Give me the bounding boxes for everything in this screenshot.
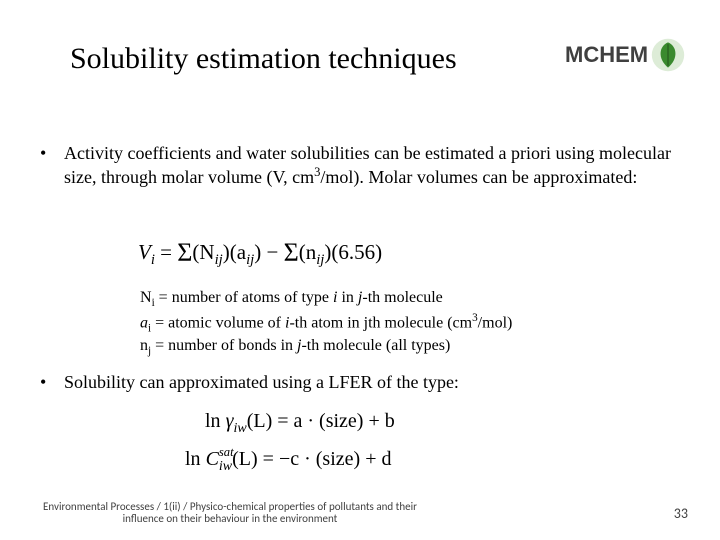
d2d: -th atom in jth molecule (cm bbox=[289, 314, 472, 331]
d1b: = number of atoms of type bbox=[155, 289, 333, 306]
d2e: /mol) bbox=[478, 314, 513, 331]
eq2-a: ln bbox=[205, 410, 226, 432]
eq1-p2a: (n bbox=[299, 240, 317, 264]
eq1-sigma2: Σ bbox=[284, 238, 299, 267]
eq1-p1c: ) − bbox=[254, 240, 283, 264]
d1f: -th molecule bbox=[362, 289, 442, 306]
bullet-2: • Solubility can approximated using a LF… bbox=[40, 372, 680, 393]
def-2: ai = atomic volume of i-th atom in jth m… bbox=[140, 311, 512, 336]
leaf-icon bbox=[650, 37, 686, 73]
bullet-2-text: Solubility can approximated using a LFER… bbox=[64, 372, 459, 393]
d3b: = number of bonds in bbox=[151, 337, 297, 354]
bullet-1-text-post: /mol). Molar volumes can be approximated… bbox=[320, 167, 637, 187]
eq3-a: ln bbox=[185, 448, 206, 470]
equation-2: ln γiw(L) = a · (size) + b bbox=[205, 410, 395, 437]
d2b: = atomic volume of bbox=[151, 314, 285, 331]
eq1-sigma1: Σ bbox=[177, 238, 192, 267]
bullet-1: • Activity coefficients and water solubi… bbox=[40, 142, 680, 188]
eq3-c: (L) = −c · (size) + d bbox=[232, 448, 391, 470]
eq2-bsub: iw bbox=[233, 421, 246, 436]
page-title: Solubility estimation techniques bbox=[70, 42, 457, 76]
d2a: a bbox=[140, 314, 148, 331]
d3a: n bbox=[140, 337, 148, 354]
equation-3: ln Csatiw(L) = −c · (size) + d bbox=[185, 448, 391, 475]
page-number: 33 bbox=[674, 505, 688, 522]
eq1-eq: = bbox=[155, 240, 177, 264]
logo: MCHEM bbox=[565, 30, 695, 80]
eq1-lhs: V bbox=[138, 240, 151, 264]
eq3-bsup: sat bbox=[219, 445, 234, 460]
d1a: N bbox=[140, 289, 152, 306]
logo-text: MCHEM bbox=[565, 42, 648, 68]
eq1-p2b: )(6.56) bbox=[324, 240, 382, 264]
eq3-bsub: iw bbox=[219, 459, 232, 474]
equation-1: Vi = Σ(Nij)(aij) − Σ(nij)(6.56) bbox=[138, 236, 382, 269]
def-1: Ni = number of atoms of type i in j-th m… bbox=[140, 288, 512, 311]
eq1-p1b-sub: ij bbox=[246, 252, 254, 268]
d1d: in bbox=[337, 289, 357, 306]
footer-text: Environmental Processes / 1(ii) / Physic… bbox=[30, 501, 430, 526]
eq3-b: C bbox=[206, 448, 219, 470]
definitions: Ni = number of atoms of type i in j-th m… bbox=[140, 288, 512, 359]
eq1-p1a-sub: ij bbox=[215, 252, 223, 268]
eq2-c: (L) = a · (size) + b bbox=[247, 410, 395, 432]
eq1-p1b: )(a bbox=[223, 240, 246, 264]
eq1-p1a: (N bbox=[192, 240, 214, 264]
def-3: nj = number of bonds in j-th molecule (a… bbox=[140, 336, 512, 359]
d3d: -th molecule (all types) bbox=[301, 337, 450, 354]
